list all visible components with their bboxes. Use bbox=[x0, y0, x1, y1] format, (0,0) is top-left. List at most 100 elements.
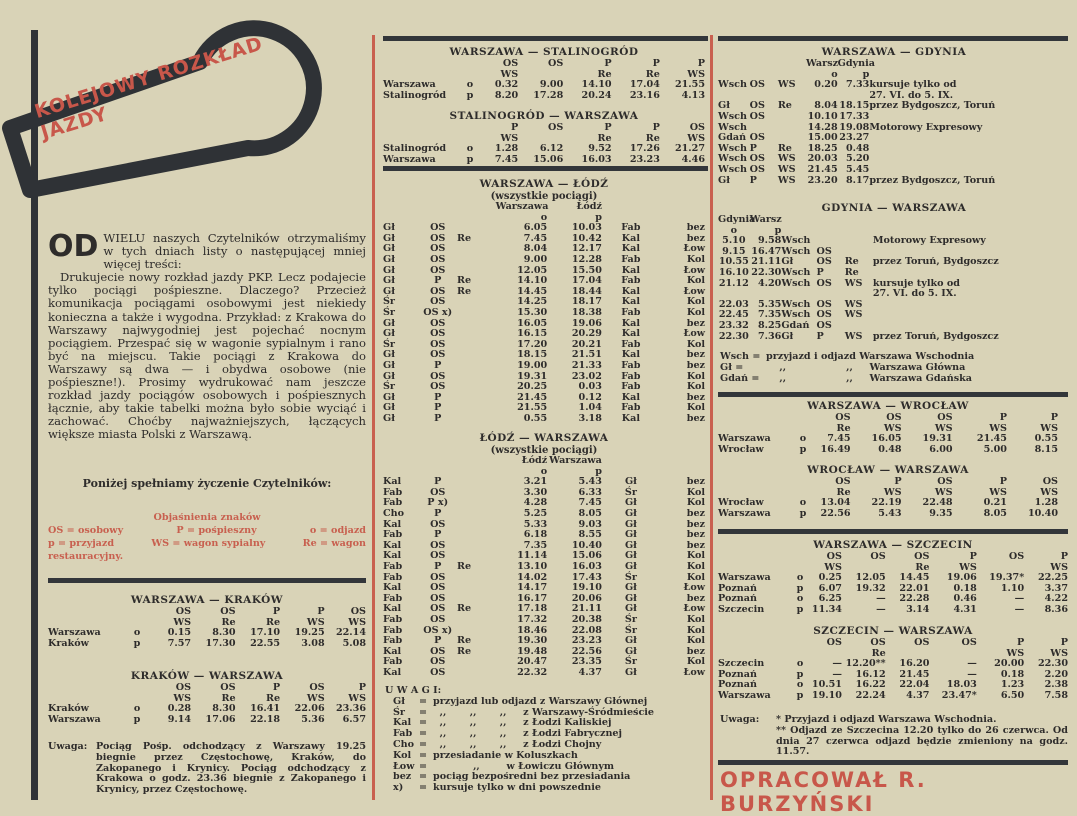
table-row: Fab OS 3.30 6.33 Śr Kol bbox=[383, 486, 705, 499]
table-row: OS OS OS P OS P bbox=[718, 551, 1068, 563]
table-cell: Kal bbox=[383, 582, 402, 594]
table-cell: 21.51 bbox=[571, 349, 602, 361]
rule bbox=[718, 760, 1068, 765]
table-cell: p bbox=[799, 443, 807, 455]
table-row: Gł OS 16.15 20.29 Kal Łow bbox=[383, 329, 705, 340]
table-cell bbox=[873, 268, 1070, 279]
table-cell: WS bbox=[1040, 486, 1058, 498]
table-cell: P bbox=[434, 507, 442, 519]
table-row: Kal OS 5.33 9.03 Gł bez bbox=[383, 518, 705, 531]
uwagi-row: Kol = przesiadanie w Koluszkach bbox=[393, 750, 705, 762]
table-row: Gł OS 6.05 10.03 Fab bez bbox=[383, 223, 705, 234]
table-row: 5.10 9.58 Wsch Motorowy Expresowy bbox=[718, 236, 1070, 247]
table-cell: Gł bbox=[383, 232, 395, 244]
timetable-grid: OS OS P P OS WS Re Re WS WS Warszawa o 0.15 8.30 17.10… bbox=[48, 606, 366, 649]
uwagi-row: Śr = ,, ,, ,, z Warszawy-Śródmieście bbox=[393, 706, 705, 719]
table-cell: P x) bbox=[427, 497, 449, 509]
table-cell bbox=[457, 668, 496, 679]
table-cell: 15.06 bbox=[533, 153, 564, 165]
table-cell: 17.20 bbox=[517, 338, 548, 350]
table-cell: Gł bbox=[624, 560, 637, 572]
table-cell: 4.37 bbox=[906, 689, 930, 701]
table-cell: Fab bbox=[621, 253, 641, 265]
table-row: Szczecin p 11.34 — 3.14 4.31 — 8.36 bbox=[718, 603, 1068, 616]
table-cell: 23.27 bbox=[839, 132, 870, 144]
table-cell: Gł bbox=[383, 264, 395, 276]
table-cell: 0.55 bbox=[1034, 433, 1058, 445]
table-cell: P bbox=[604, 58, 612, 69]
table-cell: 23.23 bbox=[629, 153, 660, 165]
table-cell: Stalinogród bbox=[383, 143, 447, 155]
table-subtitle: (wszystkie pociągi) bbox=[490, 445, 598, 456]
table-row: Wsch P Re 18.25 0.48 bbox=[718, 143, 1070, 155]
table-cell: WS bbox=[989, 486, 1007, 498]
table-cell: o bbox=[799, 433, 807, 445]
table-cell: 7.58 bbox=[1044, 689, 1068, 701]
table-cell: P bbox=[652, 122, 660, 133]
table-row: Gł OS 16.05 19.06 Kal bez bbox=[383, 318, 705, 330]
column-divider-red bbox=[372, 35, 375, 800]
timetable-warszawa-wroclaw: WARSZAWA — WROCŁAW OS OS OS P P Re WS WS WS WS Wars… bbox=[718, 400, 1058, 455]
timetable-grid: P OS P P OS WS Re Re WS Stalinogród o 1.28 6.12 9.52 1… bbox=[383, 122, 705, 165]
table-cell: Łow bbox=[683, 582, 705, 594]
table-cell: OS bbox=[870, 637, 886, 648]
table-row: Gł P 19.00 21.33 Fab bez bbox=[383, 360, 705, 372]
table-row: OS OS P OS P bbox=[48, 682, 366, 694]
table-cell: Warszawa bbox=[383, 153, 436, 165]
table-row: Stalinogród p 8.20 17.28 20.24 23.16 4.13 bbox=[383, 89, 705, 102]
table-cell: P bbox=[1050, 412, 1058, 423]
table-cell: P bbox=[434, 529, 442, 541]
legend-title: Objaśnienia znaków bbox=[153, 512, 261, 523]
table-cell: p bbox=[796, 603, 804, 615]
table-cell: Fab bbox=[621, 381, 641, 393]
table-cell: Poznań bbox=[718, 582, 757, 594]
table-cell: OS bbox=[430, 666, 446, 678]
table-cell: o bbox=[799, 497, 807, 509]
table-cell: P bbox=[749, 174, 757, 186]
table-row: Gdynia Warsz bbox=[718, 214, 1070, 226]
table-cell: 4.13 bbox=[681, 89, 705, 101]
table-cell: 0.21 bbox=[983, 497, 1007, 509]
uwagi-code: Cho bbox=[393, 738, 415, 750]
table-cell: o bbox=[796, 679, 804, 691]
table-cell bbox=[718, 477, 793, 488]
uwagi-row: Cho = ,, ,, ,, z Łodzi Chojny bbox=[393, 738, 705, 751]
table-cell bbox=[457, 414, 496, 425]
table-cell bbox=[869, 144, 1070, 155]
table-cell bbox=[383, 59, 460, 70]
table-cell: 5.08 bbox=[342, 637, 366, 649]
table-row: OS P OS P OS bbox=[718, 476, 1058, 488]
table-cell: 20.21 bbox=[571, 338, 602, 350]
table-cell: OS bbox=[914, 637, 930, 648]
table-cell: 23.02 bbox=[571, 370, 602, 382]
table-cell: 5.33 bbox=[523, 518, 548, 530]
table-cell bbox=[873, 321, 1070, 332]
table-cell: 5.36 bbox=[301, 713, 325, 725]
table-cell: WS bbox=[306, 692, 325, 704]
table-title: GDYNIA — WARSZAWA bbox=[821, 202, 967, 214]
legend-row: Wsch = przyjazd i odjazd Warszawa Wschodn… bbox=[720, 351, 1070, 363]
uwagi-text: ,, ,, ,, z Warszawy-Śródmieście bbox=[433, 706, 655, 718]
table-row: Fab P Re 19.30 23.23 Gł Kol bbox=[383, 635, 705, 647]
table-cell: Gł bbox=[383, 253, 395, 265]
table-cell: 5.10 bbox=[722, 235, 746, 247]
table-cell: OS bbox=[816, 298, 832, 310]
table-title: STALINOGRÓD — WARSZAWA bbox=[449, 110, 639, 122]
table-row: Wrocław p 16.49 0.48 6.00 5.00 8.15 bbox=[718, 443, 1058, 456]
table-cell: 6.33 bbox=[578, 486, 602, 498]
table-cell: 8.05 bbox=[983, 507, 1007, 519]
table-cell: o bbox=[796, 658, 804, 670]
table-cell: Fab bbox=[621, 275, 641, 287]
table-cell: 7.45 bbox=[578, 497, 602, 509]
table-cell: 10.51 bbox=[811, 679, 842, 691]
table-cell: 23.23 bbox=[571, 635, 602, 647]
table-cell: 21.45 bbox=[517, 391, 548, 403]
table-cell: 0.28 bbox=[167, 703, 192, 715]
intro-article: OD WIELU naszych Czytelników otrzymaliśm… bbox=[48, 231, 366, 442]
table-cell: OS bbox=[430, 222, 446, 234]
uwagi-eq: = bbox=[419, 728, 428, 740]
table-cell: 8.05 bbox=[578, 507, 602, 519]
table-cell: Warsz bbox=[749, 214, 782, 225]
